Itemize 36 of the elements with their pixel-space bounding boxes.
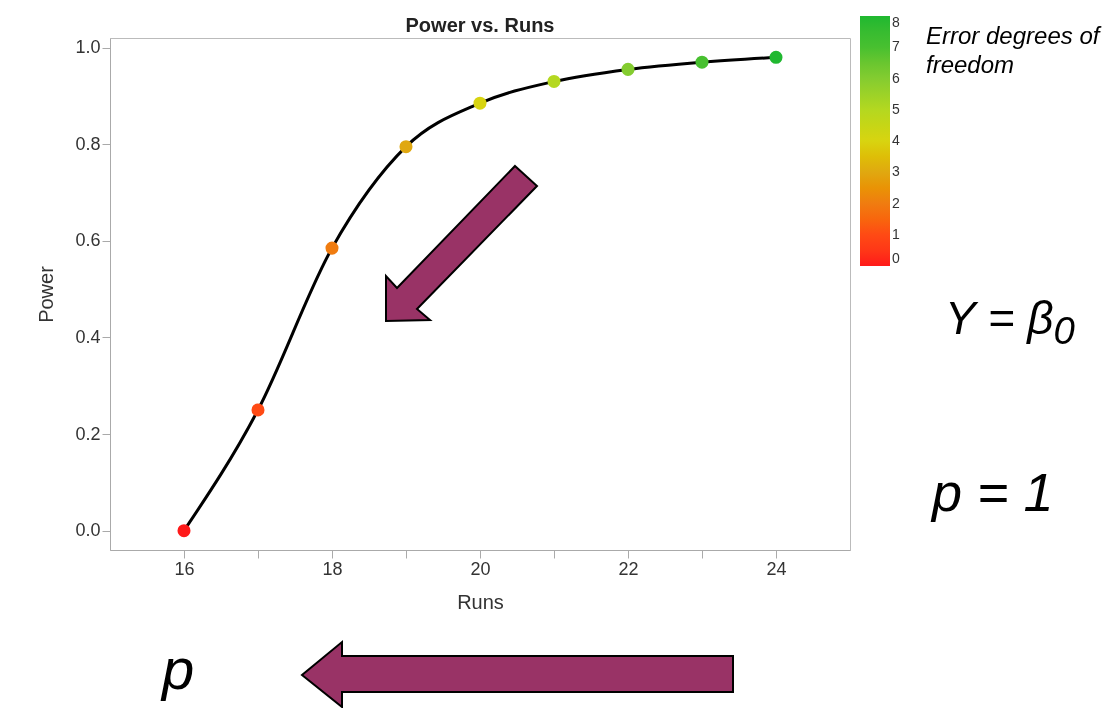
- color-bar-label: 1: [892, 225, 900, 242]
- x-tick-label: 16: [174, 558, 195, 579]
- color-bar-label: 3: [892, 163, 900, 180]
- color-bar-label: 4: [892, 132, 900, 148]
- color-bar-label: 7: [892, 38, 900, 55]
- y-tick-label: 0.2: [75, 423, 101, 444]
- text: p: [162, 636, 195, 701]
- point: [325, 241, 339, 255]
- color-bar-title: Error degrees of freedom: [926, 22, 1103, 80]
- point: [695, 55, 709, 69]
- x-tick-label: 18: [322, 558, 343, 579]
- color-bar-label: 5: [892, 100, 900, 117]
- point: [399, 140, 413, 154]
- text: p = 1: [932, 462, 1054, 522]
- x-tick-label: 20: [470, 558, 491, 579]
- y-axis-title: Power: [35, 265, 58, 323]
- y-tick-label: 0.8: [75, 133, 101, 154]
- x-tick-label: 24: [766, 558, 787, 579]
- y-tick-label: 0.0: [75, 520, 101, 541]
- y-tick-label: 1.0: [75, 37, 101, 58]
- point: [621, 62, 635, 76]
- color-bar-label: 6: [892, 69, 900, 86]
- chart-title: Power vs. Runs: [405, 14, 555, 36]
- point: [473, 96, 487, 110]
- color-bar-label: 8: [892, 14, 900, 30]
- x-tick-label: 22: [618, 558, 639, 579]
- point: [177, 524, 191, 538]
- point: [769, 50, 783, 64]
- x-axis-title: Runs: [457, 590, 504, 613]
- y-tick-label: 0.6: [75, 230, 101, 251]
- color-bar-label: 0: [892, 250, 900, 266]
- point: [251, 403, 265, 417]
- y-tick-label: 0.4: [75, 326, 101, 347]
- point: [547, 74, 561, 88]
- color-bar-label: 2: [892, 194, 900, 211]
- text: Y = β$_{0}$: [945, 292, 1075, 353]
